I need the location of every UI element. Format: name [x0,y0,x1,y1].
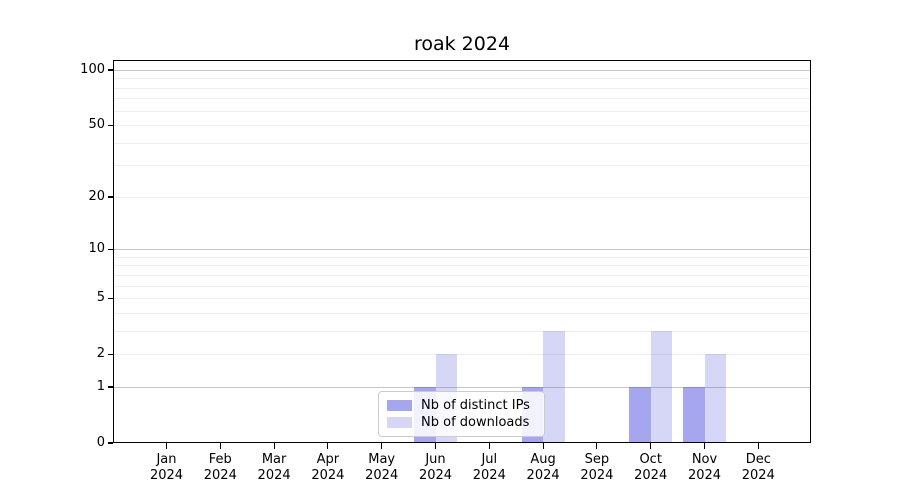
gridline-minor-70 [113,98,811,100]
gridline-minor-20 [113,196,811,198]
gridline-minor-80 [113,87,811,89]
x-tick-month-sep: Sep [584,452,610,467]
x-tick-jun [434,443,437,449]
gridline-minor-50 [113,125,811,127]
x-tick-year-nov: 2024 [687,468,722,483]
bar-nb-of-downloads-nov [704,354,726,443]
gridline-minor-3 [113,330,811,332]
x-tick-sep [596,443,598,449]
legend-item-downloads: Nb of downloads [387,415,536,430]
gridline-minor-7 [113,274,811,276]
x-tick-year-aug: 2024 [526,468,560,483]
y-tick-label-1: 1 [96,378,105,394]
y-tick-label-0: 0 [96,435,105,450]
y-tick-label-50: 50 [88,117,105,133]
legend: Nb of distinct IPs Nb of downloads [378,391,545,437]
x-tick-month-may: May [368,452,396,467]
gridline-minor-90 [113,78,811,80]
x-tick-month-jan: Jan [156,452,177,467]
x-tick-jan [165,443,168,449]
gridline-minor-4 [113,312,811,314]
y-tick-2 [107,353,113,355]
gridline-minor-2 [113,354,811,356]
y-tick-10 [107,248,113,250]
x-tick-year-jan: 2024 [149,468,184,483]
legend-swatch-distinct-ips [387,400,412,411]
y-tick-label-10: 10 [88,241,105,257]
x-tick-label-apr: Apr 2024 [298,452,358,484]
legend-item-distinct-ips: Nb of distinct IPs [387,398,536,413]
x-tick-label-jun: Jun 2024 [406,452,466,484]
x-tick-month-dec: Dec [745,452,771,467]
bar-nb-of-downloads-oct [650,330,673,443]
gridline-minor-8 [113,265,811,267]
gridline-major-100 [113,70,811,71]
x-tick-aug [542,443,544,449]
x-tick-month-mar: Mar [261,452,287,467]
gridline-minor-40 [113,142,811,144]
gridline-major-1 [113,386,811,388]
y-tick-label-20: 20 [88,188,105,204]
x-tick-month-oct: Oct [639,452,662,467]
x-tick-year-dec: 2024 [741,468,775,483]
x-tick-month-aug: Aug [530,452,556,467]
x-tick-year-jun: 2024 [418,468,453,483]
x-tick-oct [650,443,652,449]
x-tick-label-may: May 2024 [352,452,412,484]
gridline-minor-9 [113,256,811,258]
legend-label-distinct-ips: Nb of distinct IPs [421,398,530,413]
x-tick-nov [703,443,706,449]
x-tick-month-feb: Feb [208,452,232,467]
y-tick-0 [107,442,113,444]
x-tick-year-feb: 2024 [203,468,237,483]
x-tick-year-may: 2024 [365,468,399,483]
y-tick-20 [107,196,113,198]
x-tick-jul [488,443,490,449]
y-tick-5 [107,297,113,299]
y-tick-label-2: 2 [96,346,105,362]
y-tick-50 [107,124,113,126]
x-tick-label-jul: Jul 2024 [459,452,519,484]
x-tick-feb [219,443,221,449]
bar-nb-of-distinct-ips-oct [629,386,651,443]
gridline-minor-60 [113,110,811,112]
x-tick-label-nov: Nov 2024 [675,452,735,484]
gridline-minor-6 [113,285,811,287]
x-tick-month-apr: Apr [316,452,340,467]
bar-nb-of-distinct-ips-nov [683,386,705,443]
y-tick-100 [107,69,113,71]
x-tick-year-mar: 2024 [257,468,291,483]
x-tick-may [381,443,383,449]
x-tick-label-mar: Mar 2024 [244,452,304,484]
x-tick-label-jan: Jan 2024 [137,452,197,484]
x-tick-month-jul: Jul [481,452,498,467]
x-tick-mar [273,443,275,449]
legend-label-downloads: Nb of downloads [421,415,530,430]
y-tick-1 [107,386,113,388]
x-tick-label-feb: Feb 2024 [190,452,250,484]
legend-swatch-downloads [387,417,412,428]
x-tick-label-sep: Sep 2024 [567,452,627,484]
x-tick-dec [757,443,759,449]
bar-nb-of-downloads-aug [543,330,565,443]
x-tick-label-dec: Dec 2024 [728,452,788,484]
x-tick-label-aug: Aug 2024 [513,452,573,484]
x-tick-year-apr: 2024 [311,468,345,483]
x-tick-year-oct: 2024 [634,468,668,483]
x-tick-apr [327,443,329,449]
gridline-minor-5 [113,298,811,300]
chart-title: roak 2024 [413,33,511,55]
x-tick-month-nov: Nov [691,452,718,467]
x-tick-month-jun: Jun [425,452,446,467]
gridline-major-10 [113,249,811,251]
y-tick-label-100: 100 [80,62,105,77]
y-tick-label-5: 5 [96,290,105,306]
gridline-minor-30 [113,165,811,167]
x-tick-year-jul: 2024 [472,468,506,483]
plot-area [113,60,811,443]
x-tick-label-oct: Oct 2024 [621,452,681,484]
x-tick-year-sep: 2024 [580,468,614,483]
